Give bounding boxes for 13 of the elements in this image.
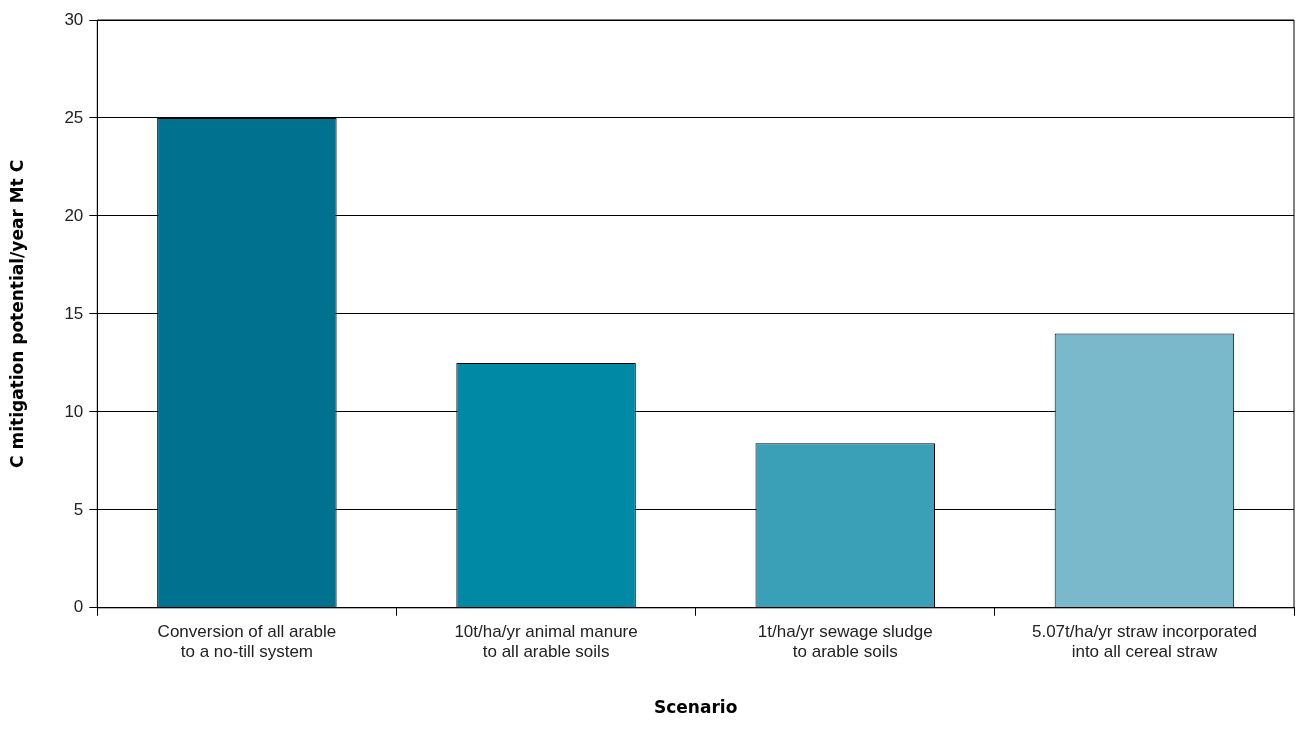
y-tick-label: 15: [64, 303, 84, 323]
x-tick-label: Conversion of all arable to a no-till system: [157, 621, 337, 662]
x-axis-title: Scenario: [653, 697, 738, 718]
y-tick-label: 25: [64, 107, 84, 127]
y-tick-label: 20: [64, 205, 84, 225]
y-tick-label: 0: [73, 597, 84, 617]
x-tick-label: 1t/ha/yr sewage sludge to arable soils: [757, 621, 933, 662]
x-tick-label: 5.07t/ha/yr straw incorporated into all cereal straw: [1031, 621, 1257, 662]
x-tick-label: 10t/ha/yr animal manure to all arable soils: [454, 621, 638, 662]
y-tick-label: 30: [64, 9, 84, 29]
y-axis-title: C mitigation potential/year Mt C: [6, 159, 27, 468]
y-tick-label: 10: [64, 401, 84, 421]
y-tick-label: 5: [73, 499, 84, 519]
